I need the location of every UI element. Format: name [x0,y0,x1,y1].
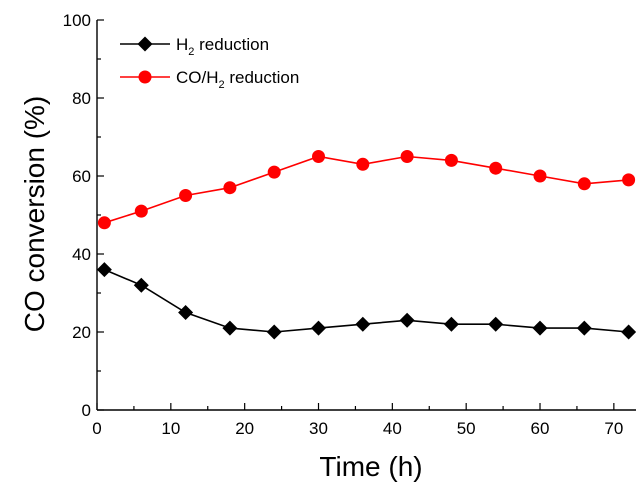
data-point [312,150,326,163]
x-axis-ticks: 0 10 20 30 40 50 60 70 [92,403,623,438]
data-point [488,316,504,332]
series-layer [96,150,636,340]
legend-label: CO/H2 reduction [176,68,299,91]
y-tick-label: 80 [72,89,91,108]
data-point [266,324,282,340]
y-tick-label: 60 [72,167,91,186]
series-2 [97,150,636,230]
x-axis-label: Time (h) [319,451,422,482]
data-point [621,324,636,340]
y-tick-label: 20 [72,323,91,342]
y-tick-label: 0 [82,401,91,420]
legend-swatch-marker [137,36,153,52]
data-point [133,277,149,293]
legend: H2 reduction CO/H2 reduction [120,35,299,91]
legend-item-2: CO/H2 reduction [120,68,299,91]
legend-label: H2 reduction [176,35,269,58]
series-1 [96,262,636,340]
x-tick-label: 10 [161,419,180,438]
y-tick-label: 100 [63,11,91,30]
data-point [179,189,193,202]
y-axis-label: CO conversion (%) [19,96,50,333]
x-tick-label: 30 [309,419,328,438]
data-point [400,150,414,163]
data-point [311,320,327,336]
x-tick-label: 20 [235,419,254,438]
data-point [532,320,548,336]
x-tick-label: 70 [604,419,623,438]
x-tick-label: 0 [92,419,101,438]
data-point [489,161,503,175]
data-point [443,316,459,332]
data-point [355,316,371,332]
data-point [577,177,591,191]
data-point [444,153,458,167]
data-point [622,173,636,187]
data-point [576,320,592,336]
data-point [267,165,281,179]
y-axis-ticks: 0 20 40 60 80 100 [63,11,104,420]
data-point [96,262,112,278]
data-point [134,204,148,218]
data-point [97,216,111,230]
x-tick-label: 50 [457,419,476,438]
data-point [533,169,547,183]
x-tick-label: 40 [383,419,402,438]
data-point [399,312,415,328]
data-point [178,305,194,320]
data-point [223,181,237,195]
data-point [356,157,370,171]
legend-swatch-marker [138,70,152,84]
y-tick-label: 40 [72,245,91,264]
data-point [222,320,238,336]
x-tick-label: 60 [531,419,550,438]
legend-item-1: H2 reduction [120,35,269,58]
